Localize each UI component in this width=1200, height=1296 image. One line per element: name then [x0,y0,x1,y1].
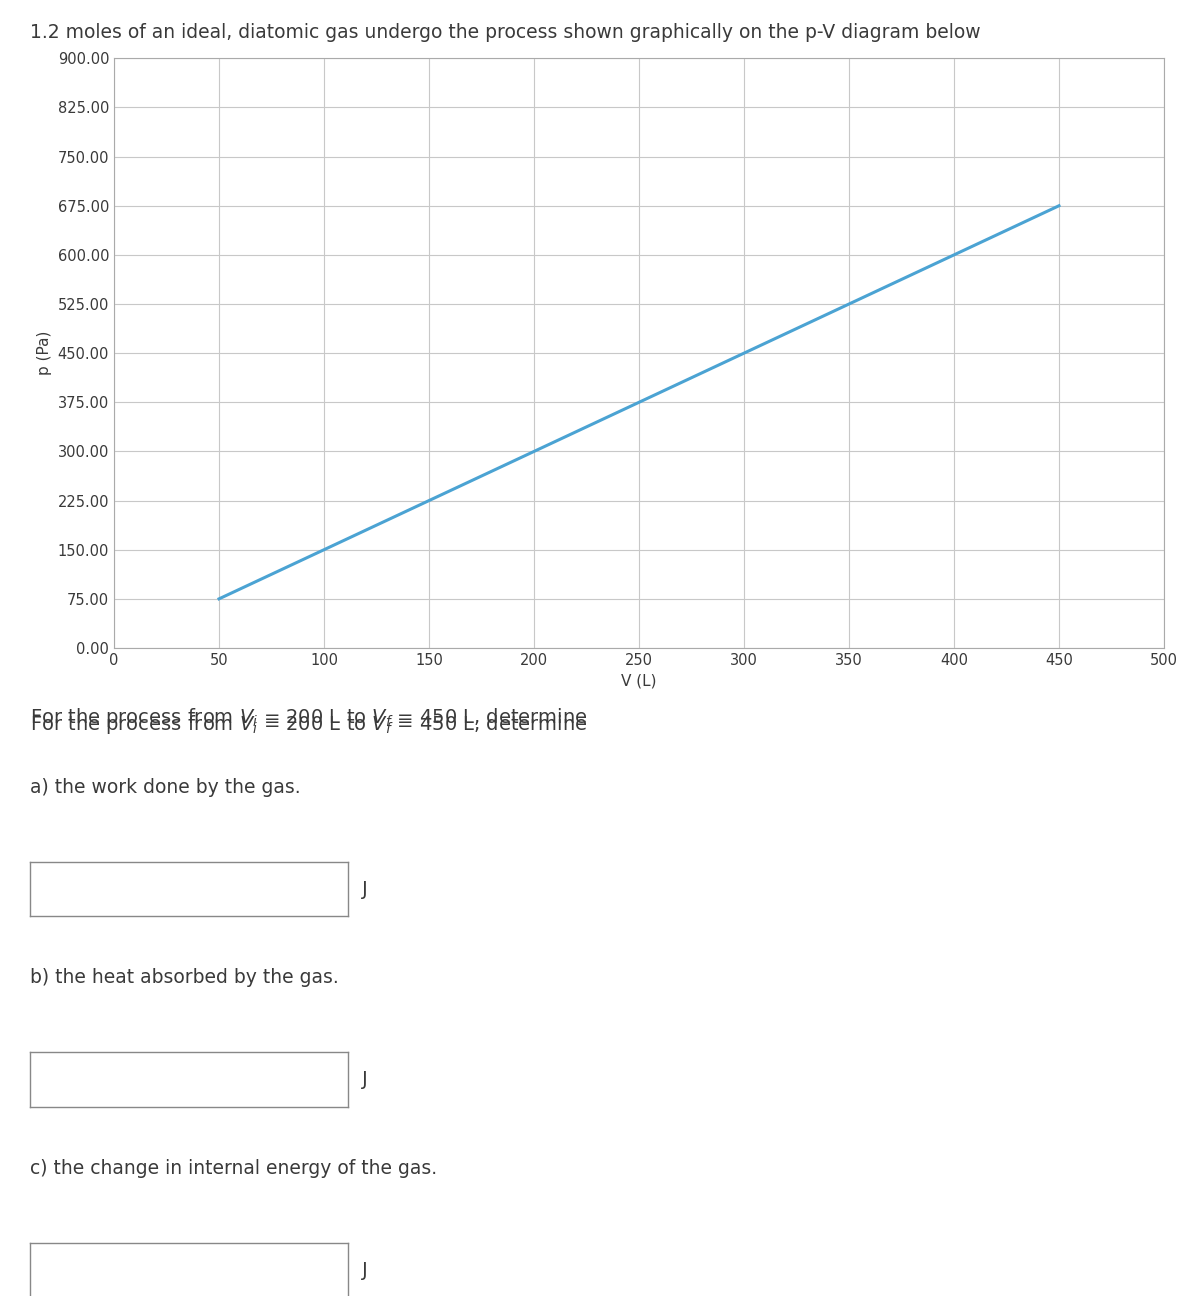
Text: b) the heat absorbed by the gas.: b) the heat absorbed by the gas. [30,968,338,988]
Text: 1.2 moles of an ideal, diatomic gas undergo the process shown graphically on the: 1.2 moles of an ideal, diatomic gas unde… [30,23,980,43]
Text: For the process from $V_i$ = 200 L to $V_f$ = 450 L, determine: For the process from $V_i$ = 200 L to $V… [30,706,588,730]
X-axis label: V (L): V (L) [622,674,656,688]
Text: For the process from $V_i$ = 200 L to $V_f$ = 450 L, determine: For the process from $V_i$ = 200 L to $V… [30,713,588,736]
Text: c) the change in internal energy of the gas.: c) the change in internal energy of the … [30,1159,437,1178]
Text: J: J [362,880,368,898]
Text: J: J [362,1070,368,1089]
Text: J: J [362,1261,368,1279]
Y-axis label: p (Pa): p (Pa) [37,330,52,376]
Text: a) the work done by the gas.: a) the work done by the gas. [30,778,301,797]
